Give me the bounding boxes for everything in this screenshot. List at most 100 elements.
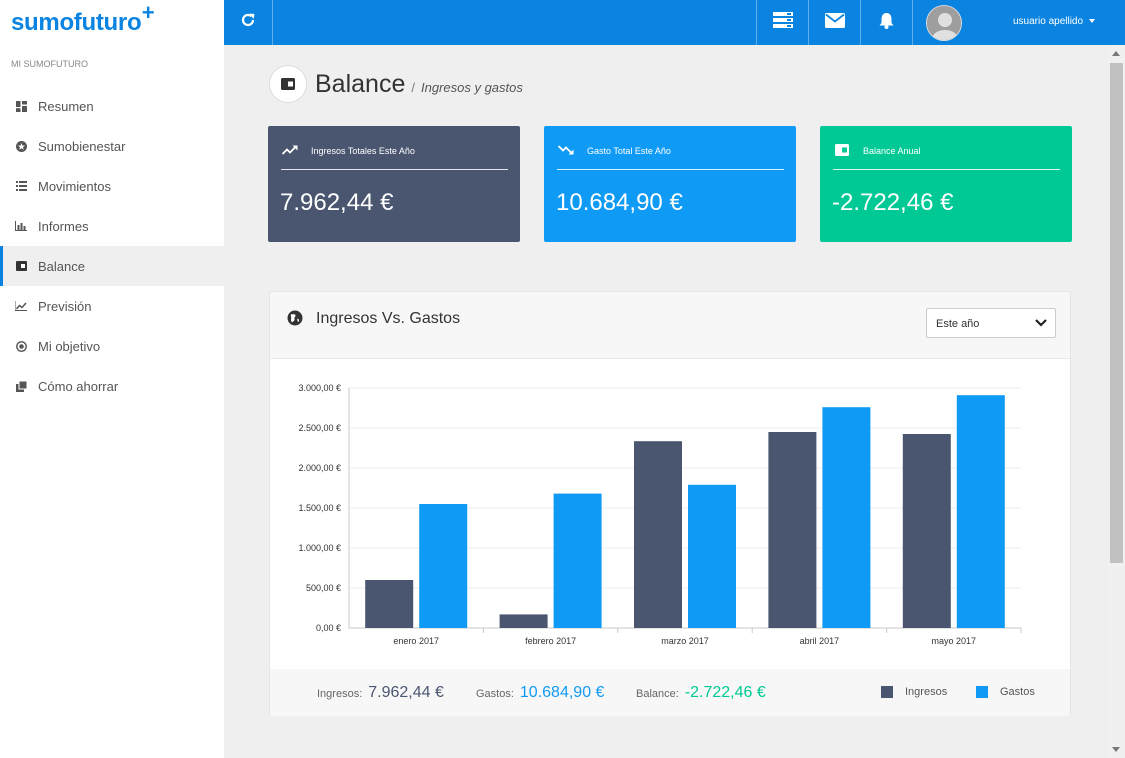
x-tick-label: mayo 2017 <box>932 636 977 646</box>
chart-title: Ingresos Vs. Gastos <box>316 310 461 327</box>
summary-balance: Balance: -2.722,46 € <box>636 684 766 702</box>
scrollbar[interactable] <box>1108 45 1125 758</box>
y-tick-label: 3.000,00 € <box>298 383 341 393</box>
y-tick-label: 0,00 € <box>316 623 341 633</box>
sidebar-item-balance[interactable]: Balance <box>0 246 224 286</box>
bar-ingresos <box>768 432 817 628</box>
summary-label: Ingresos: <box>317 688 363 700</box>
notifications-button[interactable] <box>860 0 912 45</box>
user-menu[interactable]: usuario apellido <box>1013 16 1095 27</box>
target-icon <box>15 340 27 352</box>
sidebar-item-label: Movimientos <box>38 178 111 194</box>
legend-label: Gastos <box>1000 686 1035 698</box>
sidebar-item-label: Cómo ahorrar <box>38 378 119 394</box>
line-chart-icon <box>15 300 27 312</box>
logo-area: sumofuturo + <box>0 0 224 45</box>
sidebar-item-label: Sumobienestar <box>38 138 126 154</box>
globe-icon <box>287 310 303 331</box>
list-icon <box>15 180 27 192</box>
bar-gastos <box>956 395 1005 628</box>
envelope-icon <box>824 12 845 33</box>
star-circle-icon <box>15 140 27 152</box>
wallet-icon <box>833 143 850 157</box>
messages-button[interactable] <box>808 0 860 45</box>
logo[interactable]: sumofuturo + <box>11 0 155 37</box>
legend-swatch <box>881 686 893 698</box>
topbar-divider <box>912 0 913 45</box>
topbar: usuario apellido <box>224 0 1125 45</box>
page-subtitle: Ingresos y gastos <box>420 79 523 95</box>
sidebar: sumofuturo + MI SUMOFUTURO Resumen Sumobi… <box>0 0 224 758</box>
x-tick-label: marzo 2017 <box>661 636 709 646</box>
logo-plus: + <box>141 0 155 25</box>
card-ingresos: Ingresos Totales Este Año 7.962,44 € <box>268 126 520 242</box>
card-gastos: Gasto Total Este Año 10.684,90 € <box>544 126 796 242</box>
sidebar-item-como-ahorrar[interactable]: Cómo ahorrar <box>0 366 224 406</box>
caret-down-icon <box>1088 19 1095 24</box>
summary-label: Balance: <box>636 688 679 700</box>
breadcrumb-separator: / <box>411 79 415 95</box>
sidebar-item-label: Previsión <box>38 298 92 314</box>
scroll-thumb[interactable] <box>1110 63 1123 563</box>
sidebar-section-label: MI SUMOFUTURO <box>11 59 88 69</box>
card-label: Balance Anual <box>863 146 921 156</box>
page-title: Balance <box>315 69 406 98</box>
summary-value: 7.962,44 € <box>368 684 444 701</box>
bar-ingresos <box>499 614 548 628</box>
scroll-down-arrow[interactable] <box>1112 747 1120 752</box>
bar-gastos <box>553 493 602 628</box>
card-header: Balance Anual <box>833 143 1060 170</box>
y-tick-label: 1.000,00 € <box>298 543 341 553</box>
summary-ingresos: Ingresos: 7.962,44 € <box>317 684 444 702</box>
page-header: Balance / Ingresos y gastos <box>269 64 523 104</box>
y-tick-label: 2.500,00 € <box>298 423 341 433</box>
x-tick-label: enero 2017 <box>393 636 439 646</box>
sidebar-item-label: Mi objetivo <box>38 338 101 354</box>
bar-ingresos <box>365 580 414 628</box>
sidebar-item-prevision[interactable]: Previsión <box>0 286 224 326</box>
period-select[interactable]: Este año <box>926 308 1056 338</box>
trending-up-icon <box>281 143 298 157</box>
legend-label: Ingresos <box>905 686 948 698</box>
summary-label: Gastos: <box>476 688 514 700</box>
bar-ingresos <box>634 441 682 628</box>
dashboard-icon <box>15 100 27 112</box>
chevron-down-icon <box>1035 318 1047 330</box>
logo-text: sumofuturo <box>11 8 142 36</box>
bar-gastos <box>688 484 736 628</box>
wallet-icon <box>15 260 27 272</box>
sidebar-item-mi-objetivo[interactable]: Mi objetivo <box>0 326 224 366</box>
chart-panel: Ingresos Vs. Gastos Este año 0,00 € 500,0… <box>269 291 1071 716</box>
sidebar-item-resumen[interactable]: Resumen <box>0 86 224 126</box>
legend-ingresos[interactable]: Ingresos <box>881 686 947 698</box>
stack-button[interactable] <box>756 0 808 45</box>
bar-chart: 0,00 € 500,00 € 1.000,00 € 1.500,00 € 2.000,… <box>298 383 1022 646</box>
copy-icon <box>15 380 27 392</box>
summary-value: 10.684,90 € <box>519 684 605 701</box>
sidebar-item-sumobienestar[interactable]: Sumobienestar <box>0 126 224 166</box>
sidebar-item-label: Balance <box>38 258 85 274</box>
user-name: usuario apellido <box>1013 16 1084 27</box>
sidebar-item-label: Resumen <box>38 98 94 114</box>
trending-down-icon <box>557 143 574 157</box>
card-label: Ingresos Totales Este Año <box>311 146 415 156</box>
summary-gastos: Gastos: 10.684,90 € <box>476 684 604 702</box>
scroll-up-arrow[interactable] <box>1112 51 1120 56</box>
card-value: 10.684,90 € <box>556 189 683 216</box>
card-header: Ingresos Totales Este Año <box>281 143 508 170</box>
bar-ingresos <box>902 434 951 628</box>
stack-icon <box>772 12 793 33</box>
sidebar-item-informes[interactable]: Informes <box>0 206 224 246</box>
y-tick-label: 500,00 € <box>306 583 341 593</box>
sidebar-item-movimientos[interactable]: Movimientos <box>0 166 224 206</box>
card-balance: Balance Anual -2.722,46 € <box>820 126 1072 242</box>
refresh-button[interactable] <box>224 0 273 45</box>
period-select-value: Este año <box>936 318 980 330</box>
avatar[interactable] <box>926 5 962 41</box>
x-tick-label: febrero 2017 <box>525 636 576 646</box>
sidebar-item-label: Informes <box>38 218 89 234</box>
card-value: 7.962,44 € <box>280 189 394 216</box>
chart-summary: Ingresos: 7.962,44 € Gastos: 10.684,90 €… <box>270 669 1070 716</box>
legend-gastos[interactable]: Gastos <box>976 686 1035 698</box>
bell-icon <box>878 12 895 34</box>
